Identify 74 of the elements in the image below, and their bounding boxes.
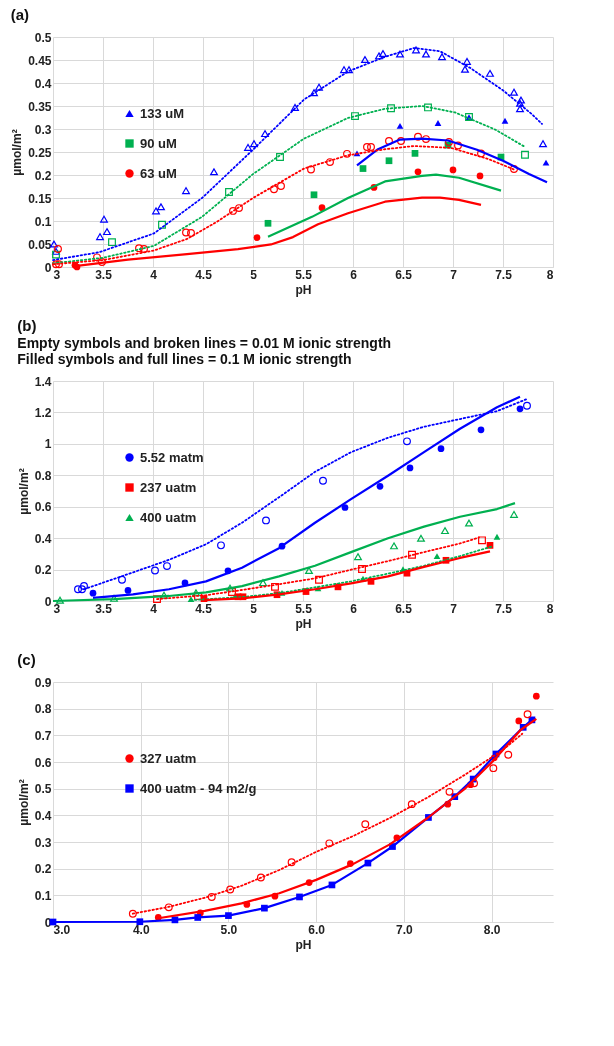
y-tick-label: 0.2 — [34, 168, 52, 183]
x-tick-label: 6.5 — [395, 267, 413, 282]
y-tick-label: 1.4 — [34, 374, 52, 389]
chart-title: (c) — [17, 651, 36, 668]
legend-label: 5.52 matm — [140, 449, 204, 465]
legend-label: 133 uM — [140, 105, 185, 121]
x-tick-label: 3.0 — [53, 922, 71, 937]
x-tick-label: 6 — [350, 601, 358, 616]
y-tick-label: 0.8 — [34, 702, 52, 717]
legend-label: 63 uM — [140, 165, 177, 181]
y-tick-label: 1.2 — [34, 405, 52, 420]
x-tick-label: 5 — [250, 601, 258, 616]
x-tick-label: 4.0 — [132, 922, 150, 937]
x-tick-label: 5.0 — [220, 922, 238, 937]
x-tick-label: 8 — [546, 601, 554, 616]
y-tick-label: 0.5 — [34, 30, 52, 45]
x-tick-label: 6 — [350, 267, 358, 282]
y-tick-label: 0.9 — [34, 675, 52, 690]
y-tick-label: 1 — [44, 437, 52, 452]
legend-label: 400 uatm - 94 m2/g — [140, 780, 257, 796]
y-axis-title: µmol/m² — [10, 129, 25, 176]
x-tick-label: 7.5 — [495, 267, 513, 282]
y-tick-label: 0 — [44, 260, 52, 275]
x-tick-label: 7.5 — [495, 601, 513, 616]
chart-title: (b) — [17, 317, 37, 334]
y-tick-label: 0.25 — [28, 145, 52, 160]
legend-label: 327 uatm — [140, 750, 197, 766]
y-tick-label: 0 — [44, 594, 52, 609]
x-tick-label: 3.5 — [95, 601, 113, 616]
x-tick-label: 5.5 — [295, 267, 313, 282]
chart-subtitle: Empty symbols and broken lines = 0.01 M ionic strength Filled symbols and full lines = 0.1 M ionic strength — [17, 335, 392, 367]
y-tick-label: 0.4 — [34, 531, 52, 546]
x-tick-label: 4 — [150, 601, 158, 616]
x-tick-label: 3.5 — [95, 267, 113, 282]
x-axis-title: pH — [295, 282, 312, 297]
y-tick-label: 0.4 — [34, 76, 52, 91]
x-tick-label: 4.5 — [195, 267, 213, 282]
y-tick-label: 0.6 — [34, 755, 52, 770]
y-tick-label: 0.6 — [34, 500, 52, 515]
y-tick-label: 0.1 — [34, 888, 52, 903]
y-axis-title: µmol/m² — [16, 779, 31, 826]
chart-title: (a) — [10, 6, 29, 23]
x-axis-title: pH — [295, 616, 312, 631]
x-tick-label: 5 — [250, 267, 258, 282]
y-tick-label: 0.8 — [34, 468, 52, 483]
x-tick-label: 6.0 — [308, 922, 326, 937]
x-tick-label: 4.5 — [195, 601, 213, 616]
x-tick-label: 7 — [450, 267, 458, 282]
x-tick-label: 7.0 — [396, 922, 414, 937]
y-tick-label: 0.2 — [34, 862, 52, 877]
x-tick-label: 3 — [53, 601, 61, 616]
x-tick-label: 8 — [546, 267, 554, 282]
y-tick-label: 0.35 — [28, 99, 52, 114]
legend-label: 400 uatm — [140, 509, 197, 525]
x-tick-label: 4 — [150, 267, 158, 282]
x-tick-label: 8.0 — [483, 922, 501, 937]
x-axis-title: pH — [295, 937, 312, 952]
y-tick-label: 0.4 — [34, 808, 52, 823]
x-tick-label: 6.5 — [395, 601, 413, 616]
x-tick-label: 7 — [450, 601, 458, 616]
y-tick-label: 0.7 — [34, 728, 52, 743]
x-tick-label: 3 — [53, 267, 61, 282]
x-tick-label: 5.5 — [295, 601, 313, 616]
y-tick-label: 0.1 — [34, 214, 52, 229]
y-tick-label: 0.2 — [34, 563, 52, 578]
y-tick-label: 0.05 — [28, 237, 52, 252]
y-tick-label: 0.5 — [34, 782, 52, 797]
legend-label: 90 uM — [140, 135, 177, 151]
y-tick-label: 0.15 — [28, 191, 52, 206]
y-tick-label: 0.3 — [34, 835, 52, 850]
y-tick-label: 0.3 — [34, 122, 52, 137]
legend-label: 237 uatm — [140, 479, 197, 495]
y-axis-title: µmol/m² — [16, 468, 31, 515]
y-tick-label: 0.45 — [28, 53, 52, 68]
